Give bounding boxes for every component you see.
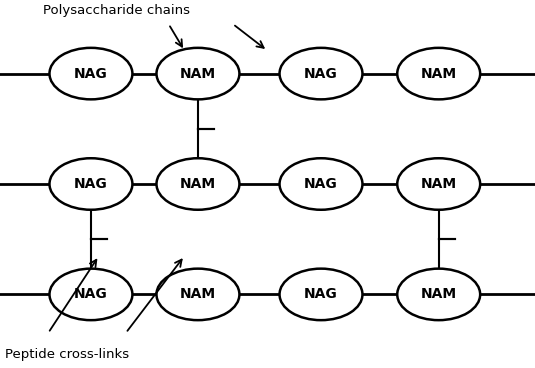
Text: NAG: NAG (74, 177, 108, 191)
Text: Polysaccharide chains: Polysaccharide chains (43, 4, 190, 17)
Text: NAG: NAG (74, 287, 108, 301)
Ellipse shape (280, 158, 363, 210)
Ellipse shape (50, 48, 133, 99)
Ellipse shape (397, 269, 480, 320)
Text: NAG: NAG (74, 67, 108, 81)
Ellipse shape (280, 48, 363, 99)
Text: NAM: NAM (180, 67, 216, 81)
Ellipse shape (156, 269, 240, 320)
Ellipse shape (156, 158, 240, 210)
Text: NAM: NAM (421, 287, 457, 301)
Text: NAM: NAM (421, 177, 457, 191)
Ellipse shape (50, 158, 133, 210)
Text: NAM: NAM (180, 287, 216, 301)
Text: NAM: NAM (180, 177, 216, 191)
Ellipse shape (397, 48, 480, 99)
Ellipse shape (397, 158, 480, 210)
Text: Peptide cross-links: Peptide cross-links (5, 348, 129, 361)
Text: NAG: NAG (304, 67, 338, 81)
Text: NAG: NAG (304, 287, 338, 301)
Ellipse shape (156, 48, 240, 99)
Text: NAM: NAM (421, 67, 457, 81)
Ellipse shape (280, 269, 363, 320)
Text: NAG: NAG (304, 177, 338, 191)
Ellipse shape (50, 269, 133, 320)
